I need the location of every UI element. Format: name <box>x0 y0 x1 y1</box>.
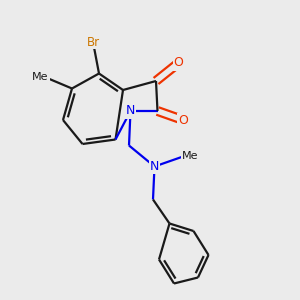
Text: O: O <box>178 113 188 127</box>
Text: Me: Me <box>32 71 49 82</box>
Text: N: N <box>150 160 159 173</box>
Text: Me: Me <box>182 151 199 161</box>
Text: Br: Br <box>86 35 100 49</box>
Text: O: O <box>174 56 183 70</box>
Text: N: N <box>126 104 135 118</box>
